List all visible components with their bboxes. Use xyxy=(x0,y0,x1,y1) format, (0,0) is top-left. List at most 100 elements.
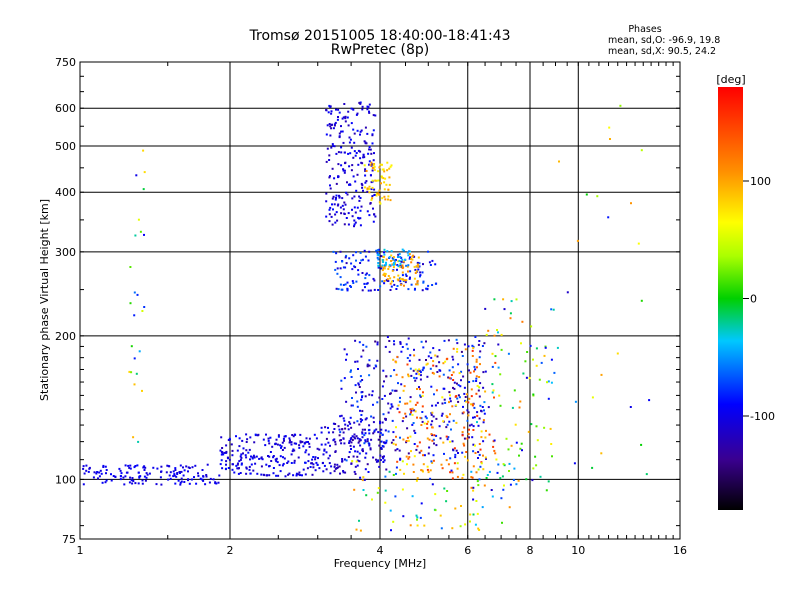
data-point xyxy=(343,201,346,204)
data-point xyxy=(137,440,140,443)
data-point xyxy=(447,376,450,379)
data-point xyxy=(362,153,365,156)
data-point xyxy=(436,355,439,358)
data-point xyxy=(342,169,345,172)
data-point xyxy=(463,444,466,447)
x-axis-label: Frequency [MHz] xyxy=(334,557,426,570)
data-point xyxy=(381,168,384,171)
data-point xyxy=(305,449,308,452)
data-point xyxy=(466,419,469,422)
data-point xyxy=(370,161,373,164)
data-point xyxy=(127,464,130,467)
data-point xyxy=(534,455,537,458)
data-point xyxy=(136,464,139,467)
data-point xyxy=(451,527,454,530)
data-point xyxy=(455,338,458,341)
data-point xyxy=(235,435,237,438)
data-point xyxy=(472,345,475,348)
data-point xyxy=(320,431,323,434)
data-point xyxy=(482,386,485,389)
data-point xyxy=(411,495,414,498)
data-point xyxy=(280,446,282,449)
data-point xyxy=(372,159,375,162)
data-point xyxy=(349,438,352,441)
data-point xyxy=(231,449,234,452)
data-point xyxy=(405,275,408,277)
data-point xyxy=(471,349,474,352)
data-point xyxy=(472,416,474,419)
data-point xyxy=(435,434,438,437)
data-point xyxy=(277,434,280,437)
data-point xyxy=(466,409,469,412)
data-point xyxy=(372,403,374,406)
data-point xyxy=(288,472,291,475)
data-point xyxy=(419,416,422,419)
data-point xyxy=(268,455,271,458)
data-point xyxy=(475,471,478,474)
data-point xyxy=(526,351,529,353)
data-point xyxy=(406,427,409,430)
data-point xyxy=(360,129,363,132)
data-point xyxy=(499,477,502,480)
data-point xyxy=(435,417,438,420)
data-point xyxy=(359,529,362,532)
data-point xyxy=(398,411,401,414)
data-point xyxy=(485,333,488,336)
data-point xyxy=(374,179,377,182)
data-points xyxy=(82,101,651,532)
data-point xyxy=(408,257,411,260)
data-point xyxy=(369,448,372,451)
data-point xyxy=(352,455,355,458)
data-point xyxy=(372,163,375,166)
data-point xyxy=(417,265,420,268)
data-point xyxy=(325,437,328,440)
data-point xyxy=(511,406,514,409)
data-point xyxy=(376,343,379,346)
data-point xyxy=(362,476,365,479)
data-point xyxy=(591,466,594,469)
data-point xyxy=(328,454,331,457)
data-point xyxy=(356,405,359,408)
data-point xyxy=(389,165,392,168)
data-point xyxy=(375,460,378,463)
data-point xyxy=(373,188,376,191)
data-point xyxy=(160,465,163,468)
data-point xyxy=(376,401,379,404)
data-point xyxy=(401,271,404,274)
data-point xyxy=(308,442,311,445)
data-point xyxy=(399,280,402,283)
data-point xyxy=(474,368,477,371)
data-point xyxy=(332,250,335,253)
data-point xyxy=(221,467,224,470)
data-point xyxy=(341,260,344,263)
data-point xyxy=(129,266,132,268)
data-point xyxy=(452,379,455,381)
data-point xyxy=(373,213,376,216)
data-point xyxy=(314,469,317,472)
data-point xyxy=(519,400,522,403)
data-point xyxy=(347,110,350,113)
data-point xyxy=(340,414,343,417)
data-point xyxy=(355,528,358,531)
data-point xyxy=(406,251,409,254)
y-tick-label: 600 xyxy=(55,102,76,115)
data-point xyxy=(494,452,497,455)
data-point xyxy=(346,181,348,184)
data-point xyxy=(402,389,405,392)
data-point xyxy=(332,431,335,434)
data-point xyxy=(220,453,223,456)
data-point xyxy=(484,307,487,310)
data-point xyxy=(335,182,338,185)
data-point xyxy=(498,394,501,397)
data-point xyxy=(448,401,450,404)
data-point xyxy=(144,479,147,482)
data-point xyxy=(462,473,465,476)
data-point xyxy=(295,442,298,445)
data-point xyxy=(505,437,508,440)
data-point xyxy=(452,347,455,350)
data-point xyxy=(343,171,346,174)
data-point xyxy=(338,465,341,468)
data-point xyxy=(372,207,374,210)
data-point xyxy=(104,465,107,468)
data-point xyxy=(329,187,332,190)
